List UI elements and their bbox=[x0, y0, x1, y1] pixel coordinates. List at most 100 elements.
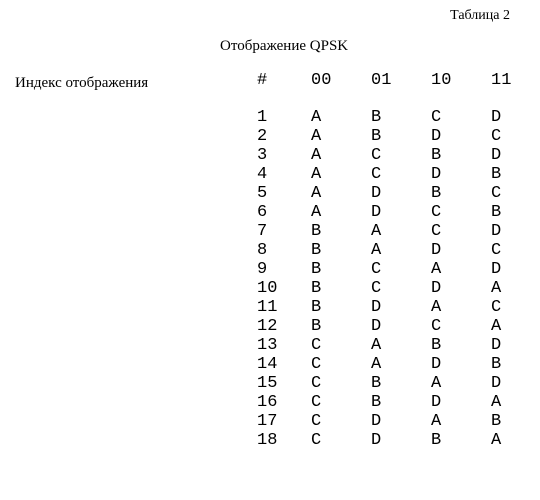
cell-index: 11 bbox=[257, 299, 309, 316]
cell-value: A bbox=[431, 261, 489, 278]
cell-value: D bbox=[371, 299, 429, 316]
table-row: 9BCAD bbox=[257, 261, 531, 278]
cell-value: D bbox=[431, 166, 489, 183]
cell-value: C bbox=[491, 242, 531, 259]
cell-value: C bbox=[311, 356, 369, 373]
cell-value: A bbox=[491, 280, 531, 297]
cell-value: B bbox=[491, 413, 531, 430]
cell-index: 14 bbox=[257, 356, 309, 373]
cell-value: C bbox=[311, 394, 369, 411]
cell-value: D bbox=[431, 280, 489, 297]
col-header-00: 00 bbox=[311, 72, 369, 107]
table-row: 17CDAB bbox=[257, 413, 531, 430]
qpsk-mapping-table: # 00 01 10 11 1ABCD2ABDC3ACBD4ACDB5ADBC6… bbox=[255, 70, 533, 451]
cell-value: A bbox=[371, 337, 429, 354]
table-row: 10BCDA bbox=[257, 280, 531, 297]
cell-value: A bbox=[311, 147, 369, 164]
table-row: 8BADC bbox=[257, 242, 531, 259]
cell-value: C bbox=[431, 204, 489, 221]
cell-index: 5 bbox=[257, 185, 309, 202]
table-row: 3ACBD bbox=[257, 147, 531, 164]
cell-value: D bbox=[491, 223, 531, 240]
cell-value: A bbox=[371, 356, 429, 373]
table-header-row: # 00 01 10 11 bbox=[257, 72, 531, 107]
cell-value: B bbox=[311, 299, 369, 316]
cell-value: A bbox=[431, 413, 489, 430]
cell-value: D bbox=[491, 147, 531, 164]
col-header-01: 01 bbox=[371, 72, 429, 107]
cell-value: B bbox=[371, 375, 429, 392]
cell-index: 16 bbox=[257, 394, 309, 411]
cell-value: D bbox=[491, 109, 531, 126]
cell-value: C bbox=[311, 413, 369, 430]
cell-value: B bbox=[491, 356, 531, 373]
cell-value: D bbox=[431, 242, 489, 259]
cell-value: A bbox=[311, 128, 369, 145]
cell-value: B bbox=[431, 185, 489, 202]
cell-value: B bbox=[311, 261, 369, 278]
table-row: 15CBAD bbox=[257, 375, 531, 392]
cell-value: B bbox=[491, 204, 531, 221]
col-header-10: 10 bbox=[431, 72, 489, 107]
cell-value: A bbox=[431, 299, 489, 316]
cell-value: A bbox=[311, 185, 369, 202]
cell-index: 15 bbox=[257, 375, 309, 392]
cell-index: 7 bbox=[257, 223, 309, 240]
cell-value: A bbox=[431, 375, 489, 392]
cell-value: B bbox=[431, 147, 489, 164]
cell-value: B bbox=[311, 318, 369, 335]
table-row: 1ABCD bbox=[257, 109, 531, 126]
table-row: 13CABD bbox=[257, 337, 531, 354]
table-row: 4ACDB bbox=[257, 166, 531, 183]
table-row: 7BACD bbox=[257, 223, 531, 240]
cell-index: 1 bbox=[257, 109, 309, 126]
cell-value: B bbox=[491, 166, 531, 183]
cell-value: B bbox=[371, 128, 429, 145]
cell-value: D bbox=[491, 375, 531, 392]
cell-value: C bbox=[491, 299, 531, 316]
cell-index: 2 bbox=[257, 128, 309, 145]
cell-value: D bbox=[371, 413, 429, 430]
cell-value: D bbox=[431, 394, 489, 411]
cell-value: C bbox=[491, 185, 531, 202]
cell-value: A bbox=[311, 166, 369, 183]
table-row: 2ABDC bbox=[257, 128, 531, 145]
table-row: 11BDAC bbox=[257, 299, 531, 316]
cell-value: D bbox=[431, 128, 489, 145]
cell-value: D bbox=[371, 185, 429, 202]
cell-value: D bbox=[491, 261, 531, 278]
table-number-label: Таблица 2 bbox=[450, 8, 510, 24]
cell-value: C bbox=[431, 109, 489, 126]
table-row: 14CADB bbox=[257, 356, 531, 373]
cell-value: D bbox=[371, 432, 429, 449]
cell-value: B bbox=[371, 109, 429, 126]
cell-value: C bbox=[371, 280, 429, 297]
table-caption: Отображение QPSK bbox=[220, 38, 348, 55]
cell-value: C bbox=[371, 166, 429, 183]
cell-value: C bbox=[311, 375, 369, 392]
cell-value: A bbox=[371, 242, 429, 259]
cell-index: 17 bbox=[257, 413, 309, 430]
cell-index: 8 bbox=[257, 242, 309, 259]
cell-value: C bbox=[311, 432, 369, 449]
cell-value: C bbox=[371, 261, 429, 278]
cell-value: B bbox=[311, 242, 369, 259]
cell-index: 9 bbox=[257, 261, 309, 278]
cell-value: A bbox=[491, 318, 531, 335]
col-header-11: 11 bbox=[491, 72, 531, 107]
cell-index: 18 bbox=[257, 432, 309, 449]
table-row: 12BDCA bbox=[257, 318, 531, 335]
cell-value: C bbox=[311, 337, 369, 354]
table-row: 16CBDA bbox=[257, 394, 531, 411]
cell-index: 3 bbox=[257, 147, 309, 164]
cell-value: A bbox=[371, 223, 429, 240]
cell-index: 4 bbox=[257, 166, 309, 183]
cell-value: D bbox=[491, 337, 531, 354]
cell-index: 10 bbox=[257, 280, 309, 297]
cell-value: A bbox=[311, 109, 369, 126]
cell-value: A bbox=[311, 204, 369, 221]
cell-value: B bbox=[371, 394, 429, 411]
col-header-index: # bbox=[257, 72, 309, 107]
cell-value: D bbox=[371, 318, 429, 335]
cell-value: A bbox=[491, 394, 531, 411]
